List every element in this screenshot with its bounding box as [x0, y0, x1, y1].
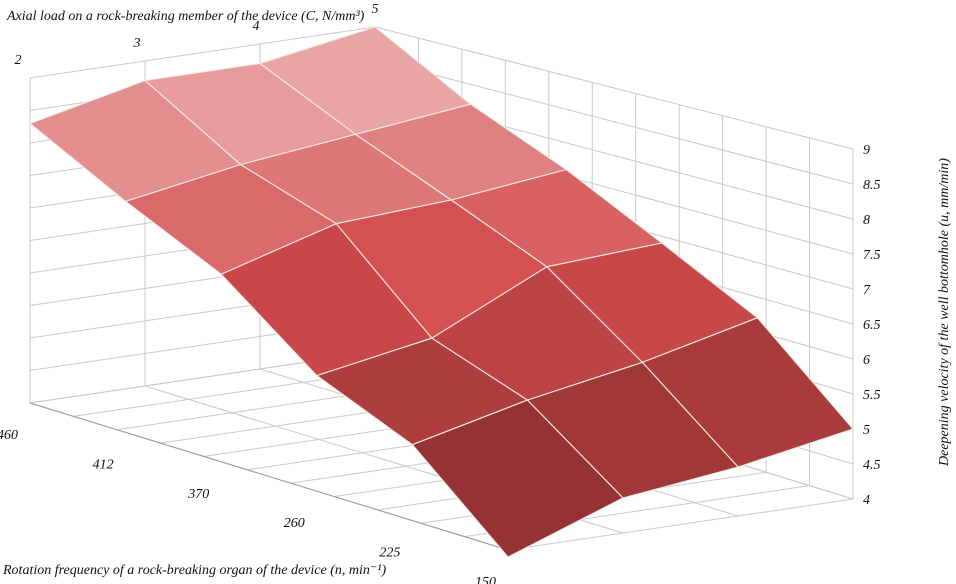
- rotation-tick-label: 460: [0, 428, 18, 443]
- back-wall-hline: [374, 59, 854, 185]
- rotation-tick-label: 225: [379, 546, 400, 561]
- velocity-tick-label: 6: [863, 353, 870, 368]
- rotation-axis-title: Rotation frequency of a rock-breaking or…: [2, 563, 386, 578]
- load-tick-label: 4: [253, 19, 260, 34]
- rotation-axis-line: [29, 402, 509, 551]
- load-tick-label: 5: [372, 2, 379, 17]
- load-tick-label: 2: [15, 53, 22, 68]
- velocity-tick-label: 7: [863, 283, 871, 298]
- back-wall-hline: [374, 26, 854, 150]
- rotation-tick-label: 150: [475, 575, 496, 584]
- velocity-tick-label: 4.5: [863, 458, 881, 473]
- velocity-tick-label: 4: [863, 493, 870, 508]
- velocity-tick-label: 8: [863, 213, 870, 228]
- velocity-tick-label: 5.5: [863, 388, 881, 403]
- velocity-tick-label: 8.5: [863, 178, 881, 193]
- load-tick-label: 3: [133, 36, 141, 51]
- velocity-tick-label: 5: [863, 423, 870, 438]
- velocity-tick-label: 7.5: [863, 248, 881, 263]
- chart-labels: 2 3 4 5 460 412 370 260 225 150 4 4.5 5 5.5 6 6.5 7 7.5 8 8…: [0, 2, 881, 584]
- rotation-tick-label: 260: [284, 516, 305, 531]
- rotation-tick-label: 412: [93, 457, 114, 472]
- velocity-tick-label: 9: [863, 143, 870, 158]
- surface-mesh: [29, 26, 854, 558]
- velocity-axis-title: Deepening velocity of the well bottomhol…: [937, 158, 952, 467]
- load-axis-title: Axial load on a rock-breaking member of …: [6, 9, 365, 24]
- rotation-tick-label: 370: [187, 487, 209, 502]
- left-wall-hline: [29, 26, 376, 79]
- velocity-tick-label: 6.5: [863, 318, 881, 333]
- floor-line: [507, 498, 854, 551]
- surface-cell: [411, 399, 624, 558]
